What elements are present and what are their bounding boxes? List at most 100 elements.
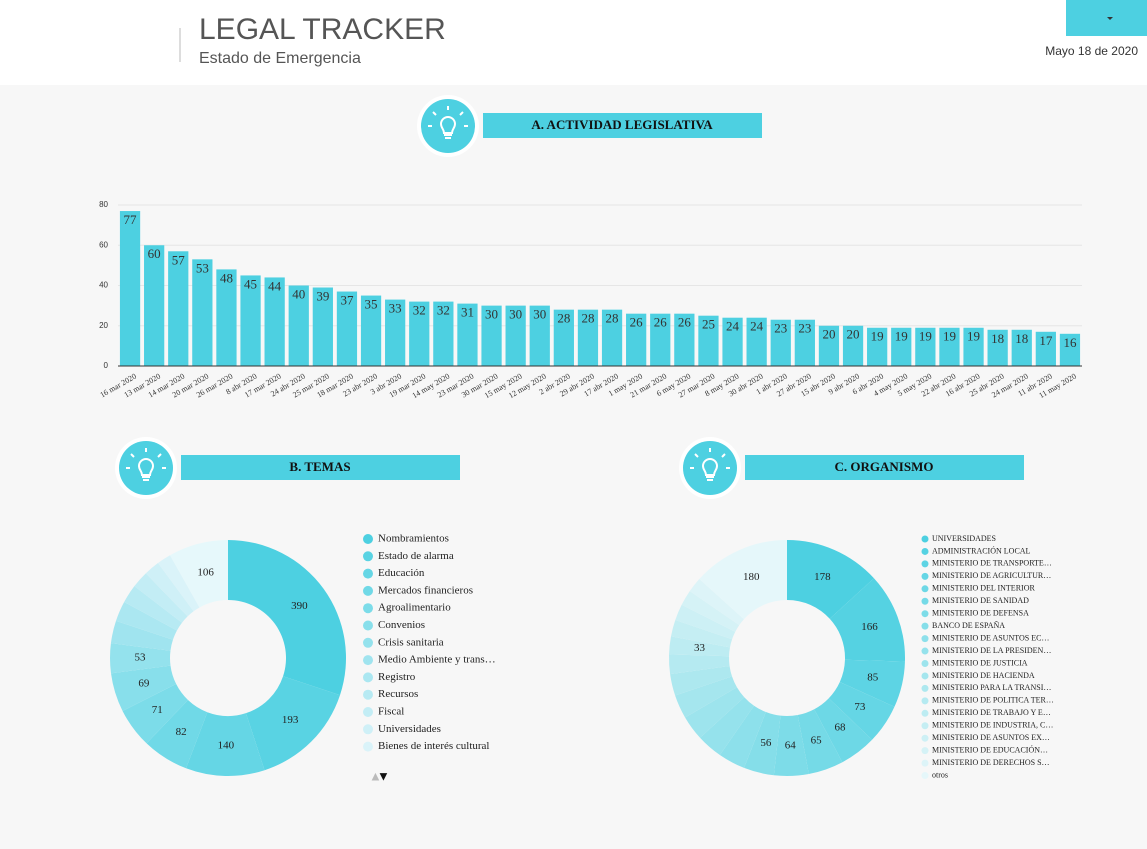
donut-slice <box>109 643 171 674</box>
slice-label: 82 <box>176 726 187 738</box>
donut-slice <box>145 563 194 617</box>
donut-slice <box>124 586 182 631</box>
donut-slice <box>146 699 208 769</box>
legend-swatch <box>921 572 929 580</box>
bar <box>216 269 237 366</box>
bar <box>1011 329 1032 366</box>
donut-slice <box>670 665 733 696</box>
bar-value-label: 23 <box>774 321 787 336</box>
donut-slice <box>669 636 730 657</box>
legend-label: MINISTERIO DE ASUNTOS EC… <box>932 633 1049 642</box>
legend-label: Bienes de interés cultural <box>378 740 490 752</box>
bar <box>119 211 141 366</box>
bar <box>553 309 574 366</box>
legend-label: MINISTERIO DE TRANSPORTE… <box>932 559 1052 568</box>
legend-label: Mercados financieros <box>378 584 473 596</box>
bar-value-label: 19 <box>895 329 908 344</box>
bar <box>529 305 550 366</box>
bar <box>168 251 189 366</box>
legend-label: MINISTERIO DE LA PRESIDEN… <box>932 646 1051 655</box>
legend-label: Universidades <box>378 723 441 735</box>
lightbulb-icon <box>428 106 468 139</box>
bar-value-label: 18 <box>991 331 1004 346</box>
donut-slice <box>134 573 188 623</box>
legend-swatch <box>921 672 929 680</box>
slice-label: 390 <box>291 600 308 612</box>
bar-value-label: 32 <box>437 303 450 318</box>
header-divider <box>179 28 181 62</box>
bar <box>867 327 888 366</box>
legend-next-page[interactable]: ▼ <box>377 768 390 783</box>
legend-swatch <box>921 535 929 543</box>
legend-swatch <box>921 610 929 618</box>
legend-swatch <box>921 622 929 630</box>
bar-value-label: 19 <box>919 329 932 344</box>
legend-label: ADMINISTRACIÓN LOCAL <box>932 545 1031 555</box>
section-title: A. ACTIVIDAD LEGISLATIVA <box>531 117 713 132</box>
slice-label: 85 <box>867 671 879 683</box>
donut-slice <box>689 579 744 626</box>
slice-label: 178 <box>814 571 831 583</box>
date-dropdown[interactable] <box>1066 0 1147 36</box>
bar <box>698 315 719 366</box>
bar <box>722 317 743 366</box>
bar-value-label: 45 <box>244 276 257 291</box>
y-tick-label: 60 <box>99 240 108 249</box>
slice-label: 166 <box>861 621 878 633</box>
dropdown-arrow[interactable] <box>1107 17 1113 20</box>
bar-value-label: 48 <box>220 270 233 285</box>
donut-slice <box>169 540 228 608</box>
bar-value-label: 28 <box>581 311 594 326</box>
bar <box>336 291 358 366</box>
slice-label: 193 <box>282 714 299 726</box>
section-title-bar <box>745 455 1024 480</box>
legend-swatch <box>921 697 929 705</box>
bar-value-label: 28 <box>606 311 619 326</box>
bar-value-label: 37 <box>340 293 354 308</box>
bar-value-label: 53 <box>196 260 209 275</box>
legend-prev-page[interactable]: ▲ <box>369 768 382 783</box>
bar-value-label: 57 <box>172 252 186 267</box>
legend-swatch <box>921 660 929 667</box>
donut-slice <box>681 591 740 632</box>
legend-swatch <box>363 551 373 562</box>
legend-label: otros <box>932 770 948 779</box>
legend-swatch <box>921 684 929 692</box>
bar-value-label: 19 <box>967 329 980 344</box>
legend-label: Estado de alarma <box>378 550 454 562</box>
slice-label: 69 <box>138 677 150 689</box>
bar-value-label: 16 <box>1063 335 1077 350</box>
slice-label: 68 <box>835 722 847 734</box>
slice-label: 73 <box>854 701 866 713</box>
header-bar <box>0 0 1147 85</box>
bar <box>963 327 984 366</box>
bar <box>1059 333 1081 366</box>
bar <box>842 325 864 366</box>
donut-slice <box>157 555 200 612</box>
bar-value-label: 24 <box>750 319 764 334</box>
bar <box>1035 331 1056 366</box>
bar <box>746 317 767 366</box>
donut-slice <box>111 665 177 711</box>
page-title: LEGAL TRACKER <box>199 13 446 46</box>
legend-swatch <box>921 585 929 593</box>
donut-slice <box>122 684 188 744</box>
legend-label: Nombramientos <box>378 533 449 545</box>
bar <box>433 301 454 366</box>
bar <box>987 329 1008 366</box>
bar-value-label: 32 <box>413 303 426 318</box>
bar-value-label: 77 <box>124 212 138 227</box>
bar <box>264 277 285 366</box>
legend-swatch <box>921 647 929 655</box>
donut-slice <box>829 578 905 662</box>
slice-label: 33 <box>694 642 706 654</box>
legend-label: Crisis sanitaria <box>378 636 444 648</box>
slice-label: 64 <box>785 739 797 751</box>
bar-value-label: 20 <box>822 327 835 342</box>
legend-label: Fiscal <box>378 706 404 718</box>
bar-value-label: 30 <box>509 307 522 322</box>
legend-label: Educación <box>378 567 425 579</box>
legend-label: Recursos <box>378 688 418 700</box>
donut-slice <box>700 697 755 756</box>
page-subtitle: Estado de Emergencia <box>199 50 361 67</box>
